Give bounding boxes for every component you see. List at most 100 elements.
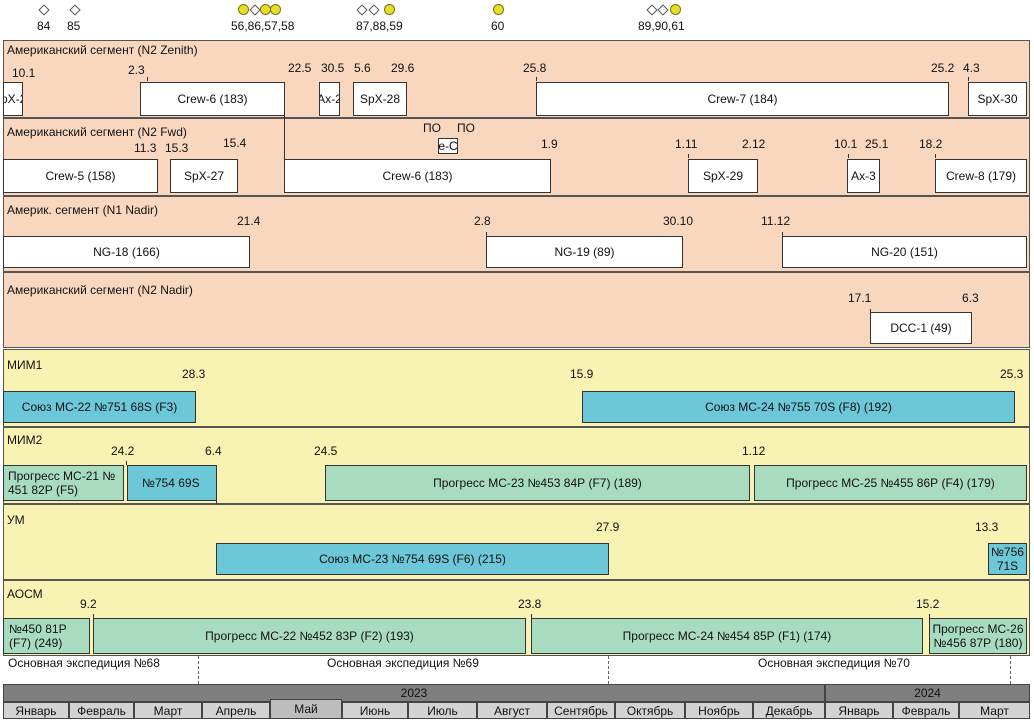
date-tick	[935, 154, 936, 158]
mission-bar-crew-6[interactable]: Crew-6 (183)	[140, 82, 285, 116]
lane-title: МИМ2	[7, 433, 43, 447]
mission-bar-dcc-1[interactable]: DCC-1 (49)	[870, 312, 972, 344]
date-label: 10.1	[834, 137, 858, 151]
mission-bar-progress-ms-21[interactable]: Прогресс МС-21 № 451 82Р (F5)	[3, 465, 124, 501]
mission-bar-crew-7[interactable]: Crew-7 (184)	[536, 82, 949, 116]
mission-bar-ng-19[interactable]: NG-19 (89)	[486, 236, 683, 268]
month-feb-2023[interactable]: Февраль	[69, 702, 134, 719]
po-label: ПО	[423, 121, 441, 135]
date-tick	[531, 614, 532, 618]
date-label: 15.9	[570, 367, 594, 381]
mission-bar-soyuz-ms-22[interactable]: Союз МС-22 №751 68S (F3)	[3, 391, 196, 423]
mission-bar-spx-28[interactable]: SpX-28	[353, 82, 407, 116]
date-tick	[126, 461, 127, 465]
date-label: 10.1	[12, 66, 36, 80]
date-label: 1.11	[675, 137, 698, 151]
lane-title: Американский сегмент (N2 Fwd)	[7, 125, 187, 139]
mission-bar-boe-cft[interactable]: Boe-CFT	[438, 138, 458, 154]
date-label: 17.1	[848, 291, 872, 305]
mission-bar-progress-ms-24[interactable]: Прогресс МС-24 №454 85Р (F1) (174)	[531, 618, 923, 654]
mission-bar-soyuz-ms-23[interactable]: Союз МС-23 №754 69S (F6) (215)	[216, 543, 609, 575]
month-may-2023[interactable]: Май	[270, 699, 342, 719]
mission-bar-spx-29[interactable]: SpX-29	[688, 159, 758, 193]
month-mar-2023[interactable]: Март	[134, 702, 202, 719]
date-label: 5.6	[354, 61, 371, 75]
mission-bar-soyuz-ms-24[interactable]: Союз МС-24 №755 70S (F8) (192)	[582, 391, 1015, 423]
date-label: 30.5	[321, 61, 345, 75]
lane-title: Американский сегмент (N2 Zenith)	[7, 43, 198, 57]
mission-bar-progress-ms-22[interactable]: Прогресс МС-22 №452 83Р (F2) (193)	[93, 618, 526, 654]
mission-bar-ng-20[interactable]: NG-20 (151)	[782, 236, 1027, 268]
mission-bar-soyuz-756[interactable]: №756 71S	[988, 543, 1027, 575]
date-label: 29.6	[391, 61, 415, 75]
date-tick	[782, 232, 783, 236]
mission-bar-spx-26[interactable]: SpX-26	[3, 82, 23, 116]
month-jan-2024[interactable]: Январь	[825, 702, 893, 719]
date-tick	[147, 77, 148, 81]
mission-bar-progress-ms-23[interactable]: Прогресс МС-23 №453 84Р (F7) (189)	[325, 465, 750, 501]
mission-bar-spx-27[interactable]: SpX-27	[170, 159, 238, 193]
month-dec-2023[interactable]: Декабрь	[753, 702, 825, 719]
mission-bar-progress-ms-26[interactable]: Прогресс МС-26 №456 87Р (180)	[929, 618, 1027, 654]
mission-bar-ax-2[interactable]: Ax-2	[319, 82, 340, 116]
lane-title: АОСМ	[7, 587, 43, 601]
month-oct-2023[interactable]: Октябрь	[615, 702, 685, 719]
dot-marker-icon	[238, 4, 249, 15]
date-label: 1.9	[541, 137, 558, 151]
date-label: 28.3	[182, 367, 206, 381]
date-label: 11.3	[134, 141, 157, 155]
month-apr-2023[interactable]: Апрель	[202, 702, 270, 719]
dot-marker-icon	[670, 4, 681, 15]
expedition-label-69: Основная экспедиция №69	[327, 656, 479, 670]
date-label: 25.2	[931, 61, 955, 75]
month-feb-2024[interactable]: Февраль	[893, 702, 959, 719]
relocation-line	[284, 116, 285, 159]
date-label: 15.2	[916, 597, 940, 611]
mission-bar-ax-3[interactable]: Ax-3	[847, 159, 880, 193]
date-label: 24.5	[314, 444, 338, 458]
month-nov-2023[interactable]: Ноябрь	[685, 702, 753, 719]
date-label: 25.1	[865, 137, 889, 151]
date-label: 4.3	[963, 61, 980, 75]
month-jun-2023[interactable]: Июнь	[342, 702, 408, 719]
dot-marker-icon	[384, 4, 395, 15]
date-label: 13.3	[975, 520, 999, 534]
lane-title: Американский сегмент (N2 Nadir)	[7, 283, 193, 297]
expedition-divider	[608, 656, 609, 684]
date-tick	[929, 614, 930, 618]
date-label: 25.3	[1000, 367, 1024, 381]
mission-bar-soyuz-754-relocated[interactable]: №754 69S	[127, 465, 217, 501]
lane-title: Америк. сегмент (N1 Nadir)	[7, 203, 158, 217]
date-label: 21.4	[237, 214, 261, 228]
month-aug-2023[interactable]: Август	[477, 702, 547, 719]
month-sep-2023[interactable]: Сентябрь	[547, 702, 615, 719]
mission-bar-crew-6-fwd[interactable]: Crew-6 (183)	[284, 159, 551, 193]
lane-title: УМ	[7, 513, 25, 527]
mission-bar-progress-450[interactable]: №450 81Р (F7) (249)	[3, 618, 90, 654]
date-tick	[848, 154, 849, 158]
mission-bar-ng-18[interactable]: NG-18 (166)	[3, 236, 250, 268]
date-label: 24.2	[111, 444, 135, 458]
diamond-marker-icon	[38, 4, 50, 16]
date-tick	[93, 614, 94, 618]
date-label: 2.3	[128, 63, 145, 77]
month-jul-2023[interactable]: Июль	[408, 702, 477, 719]
mission-bar-spx-30[interactable]: SpX-30	[968, 82, 1027, 116]
month-jan-2023[interactable]: Январь	[3, 702, 69, 719]
lane-title: МИМ1	[7, 358, 43, 372]
marker-label: 60	[491, 19, 505, 33]
mission-bar-progress-ms-25[interactable]: Прогресс МС-25 №455 86Р (F4) (179)	[754, 465, 1027, 501]
year-2024: 2024	[825, 684, 1030, 702]
date-label: 6.3	[962, 291, 979, 305]
diamond-marker-icon	[249, 4, 261, 16]
month-mar-2024[interactable]: Март	[959, 702, 1030, 719]
date-tick	[688, 154, 689, 158]
expedition-divider	[198, 656, 199, 684]
mission-bar-crew-8[interactable]: Crew-8 (179)	[935, 159, 1027, 193]
lane-n2-nadir: Американский сегмент (N2 Nadir)	[3, 272, 1030, 348]
date-label: 25.8	[523, 61, 547, 75]
date-tick	[968, 77, 969, 81]
mission-bar-crew-5[interactable]: Crew-5 (158)	[3, 159, 158, 193]
date-label: 15.4	[223, 136, 247, 150]
diamond-marker-icon	[69, 4, 81, 16]
